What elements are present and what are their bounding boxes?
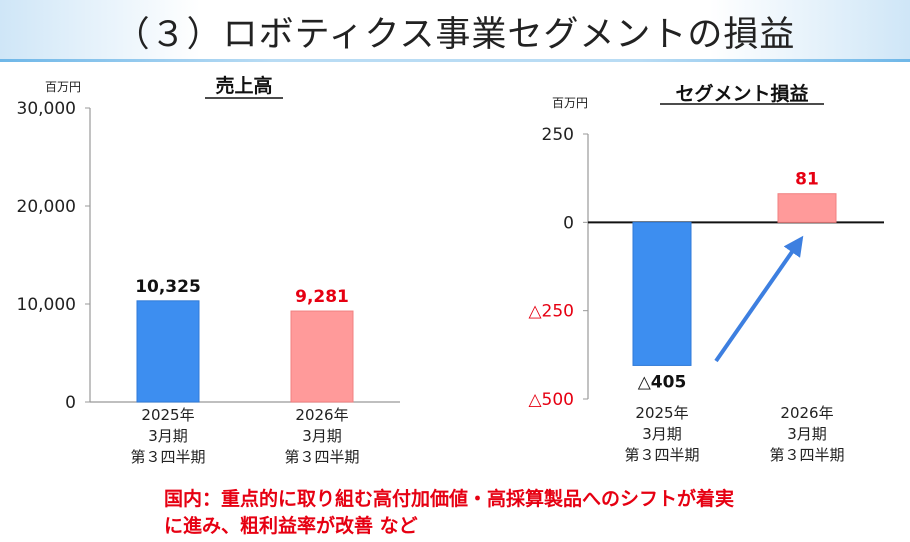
y-tick-label: 30,000 bbox=[17, 99, 76, 119]
header-band bbox=[0, 0, 910, 62]
y-tick-label: 20,000 bbox=[17, 197, 76, 217]
category-label: 2025年 bbox=[635, 404, 688, 422]
category-label: 3月期 bbox=[787, 425, 827, 443]
note-text: 国内：重点的に取り組む高付加価値・高採算製品へのシフトが着実 に進み、粗利益率が… bbox=[164, 486, 884, 540]
note-line-1: 国内：重点的に取り組む高付加価値・高採算製品へのシフトが着実 bbox=[164, 488, 735, 510]
bar-value-label: 9,281 bbox=[295, 287, 349, 307]
category-label: 2026年 bbox=[295, 406, 348, 424]
y-tick-label: 0 bbox=[563, 213, 574, 233]
category-label: 第３四半期 bbox=[284, 448, 359, 466]
y-tick-label: 250 bbox=[542, 125, 574, 145]
bar-value-label: △405 bbox=[638, 372, 687, 392]
chart-title: セグメント損益 bbox=[675, 82, 808, 105]
y-tick-label: △250 bbox=[528, 302, 574, 322]
trend-arrow bbox=[714, 235, 804, 363]
bar-value-label: 81 bbox=[795, 170, 819, 190]
category-label: 3月期 bbox=[302, 427, 342, 445]
bar bbox=[290, 310, 354, 403]
category-label: 第３四半期 bbox=[130, 448, 205, 466]
category-label: 2025年 bbox=[141, 406, 194, 424]
bar bbox=[136, 300, 200, 403]
category-label: 第３四半期 bbox=[769, 446, 844, 464]
bar bbox=[777, 193, 837, 223]
category-label: 3月期 bbox=[148, 427, 188, 445]
category-label: 3月期 bbox=[642, 425, 682, 443]
unit-label: 百万円 bbox=[552, 96, 588, 110]
bar-value-label: 10,325 bbox=[135, 277, 201, 297]
chart-title: 売上高 bbox=[215, 74, 272, 97]
y-tick-label: 0 bbox=[65, 393, 76, 413]
bar bbox=[632, 221, 692, 366]
y-tick-label: △500 bbox=[528, 390, 574, 410]
note-line-2: に進み、粗利益率が改善 など bbox=[164, 515, 418, 537]
category-label: 第３四半期 bbox=[624, 446, 699, 464]
page-title: （３）ロボティクス事業セグメントの損益 bbox=[114, 15, 796, 55]
y-tick-label: 10,000 bbox=[17, 295, 76, 315]
unit-label: 百万円 bbox=[45, 80, 81, 94]
category-label: 2026年 bbox=[780, 404, 833, 422]
